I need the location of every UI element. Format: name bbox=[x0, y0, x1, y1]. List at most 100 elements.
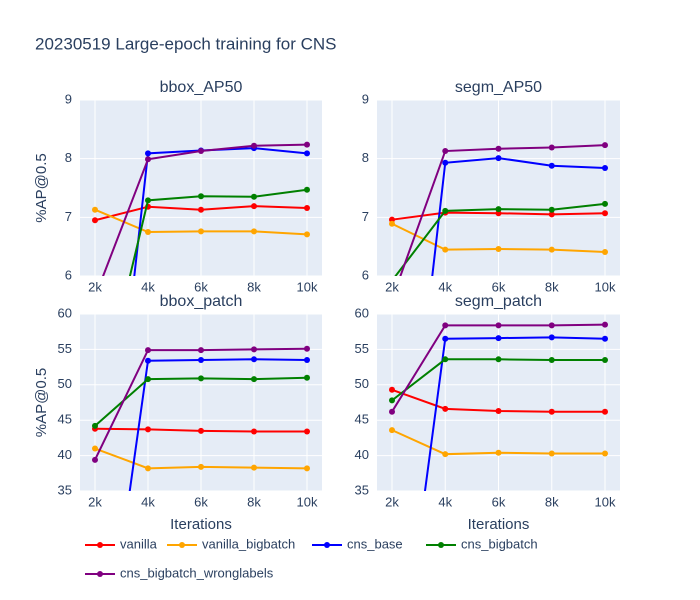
x-tick-label: 8k bbox=[545, 494, 559, 509]
plot-area bbox=[92, 345, 310, 491]
data-point bbox=[145, 426, 151, 433]
y-tick-label: 35 bbox=[355, 482, 369, 497]
data-point bbox=[442, 405, 449, 412]
x-tick-label: 10k bbox=[595, 494, 616, 509]
data-point bbox=[548, 162, 555, 169]
data-point bbox=[92, 294, 98, 300]
x-tick-label: 6k bbox=[492, 279, 506, 294]
y-tick-label: 55 bbox=[58, 341, 72, 356]
data-point bbox=[145, 376, 151, 383]
y-tick-label: 9 bbox=[362, 91, 369, 106]
data-point bbox=[495, 335, 502, 342]
data-point bbox=[92, 206, 98, 213]
legend-label: vanilla bbox=[120, 536, 158, 551]
data-point bbox=[198, 347, 204, 354]
data-point bbox=[304, 428, 310, 435]
data-point bbox=[442, 356, 449, 363]
x-tick-label: 8k bbox=[247, 279, 261, 294]
data-point bbox=[145, 156, 151, 163]
data-point bbox=[251, 193, 257, 200]
data-point bbox=[548, 450, 555, 457]
data-point bbox=[304, 186, 310, 193]
data-point bbox=[495, 246, 502, 253]
data-point bbox=[389, 386, 395, 393]
data-point bbox=[389, 408, 395, 415]
data-point bbox=[251, 376, 257, 383]
y-tick-label: 9 bbox=[65, 91, 72, 106]
legend-marker bbox=[97, 542, 103, 548]
y-tick-label: 40 bbox=[355, 447, 369, 462]
data-point bbox=[495, 206, 502, 213]
data-point bbox=[92, 217, 98, 224]
legend-label: cns_base bbox=[347, 536, 403, 551]
data-point bbox=[442, 451, 449, 458]
data-point bbox=[304, 150, 310, 157]
y-tick-label: 55 bbox=[355, 341, 369, 356]
data-point bbox=[145, 229, 151, 235]
x-tick-label: 2k bbox=[385, 279, 399, 294]
subplot-title: bbox_AP50 bbox=[160, 79, 243, 96]
y-tick-label: 6 bbox=[65, 267, 72, 282]
y-tick-label: 50 bbox=[355, 376, 369, 391]
x-tick-label: 6k bbox=[194, 279, 208, 294]
data-point bbox=[198, 427, 204, 434]
x-tick-label: 4k bbox=[438, 494, 452, 509]
data-point bbox=[495, 356, 502, 363]
data-point bbox=[548, 357, 555, 364]
x-tick-label: 6k bbox=[492, 494, 506, 509]
x-tick-label: 10k bbox=[297, 279, 318, 294]
data-point bbox=[602, 200, 608, 207]
legend-marker bbox=[179, 542, 185, 548]
data-point bbox=[198, 375, 204, 382]
data-point bbox=[251, 142, 257, 149]
data-point bbox=[198, 206, 204, 213]
y-tick-label: 50 bbox=[58, 376, 72, 391]
y-tick-label: 8 bbox=[362, 150, 369, 165]
data-point bbox=[92, 445, 98, 452]
data-point bbox=[602, 248, 608, 255]
data-point bbox=[304, 231, 310, 238]
data-point bbox=[198, 463, 204, 470]
subplot-title: bbox_patch bbox=[160, 293, 243, 310]
y-tick-label: 8 bbox=[65, 150, 72, 165]
data-point bbox=[198, 228, 204, 235]
data-point bbox=[389, 427, 395, 434]
data-point bbox=[602, 335, 608, 342]
legend-label: cns_bigbatch bbox=[461, 536, 538, 551]
x-tick-label: 2k bbox=[88, 279, 102, 294]
data-point bbox=[548, 206, 555, 213]
data-point bbox=[602, 142, 608, 149]
x-tick-label: 10k bbox=[297, 494, 318, 509]
data-point bbox=[602, 450, 608, 457]
data-point bbox=[251, 464, 257, 471]
data-point bbox=[198, 148, 204, 155]
data-point bbox=[442, 246, 449, 253]
subplot-title: segm_patch bbox=[455, 293, 542, 310]
plot-area bbox=[92, 141, 310, 300]
data-point bbox=[304, 374, 310, 381]
x-tick-label: 10k bbox=[595, 279, 616, 294]
y-tick-label: 45 bbox=[355, 412, 369, 427]
data-point bbox=[495, 155, 502, 162]
data-point bbox=[251, 228, 257, 235]
data-point bbox=[548, 211, 555, 218]
x-tick-label: 4k bbox=[141, 279, 155, 294]
data-point bbox=[389, 397, 395, 404]
y-tick-label: 7 bbox=[65, 209, 72, 224]
data-point bbox=[145, 465, 151, 472]
data-point bbox=[389, 216, 395, 223]
y-tick-label: 60 bbox=[355, 305, 369, 320]
x-tick-label: 2k bbox=[385, 494, 399, 509]
y-tick-label: 35 bbox=[58, 482, 72, 497]
x-tick-label: 4k bbox=[141, 494, 155, 509]
data-point bbox=[251, 356, 257, 363]
data-point bbox=[198, 193, 204, 200]
data-point bbox=[495, 145, 502, 152]
subplot-title: segm_AP50 bbox=[455, 79, 542, 96]
x-tick-label: 8k bbox=[545, 279, 559, 294]
y-axis-label: %AP@0.5 bbox=[33, 153, 50, 222]
data-point bbox=[548, 334, 555, 341]
data-point bbox=[602, 357, 608, 364]
legend-marker bbox=[438, 542, 444, 548]
